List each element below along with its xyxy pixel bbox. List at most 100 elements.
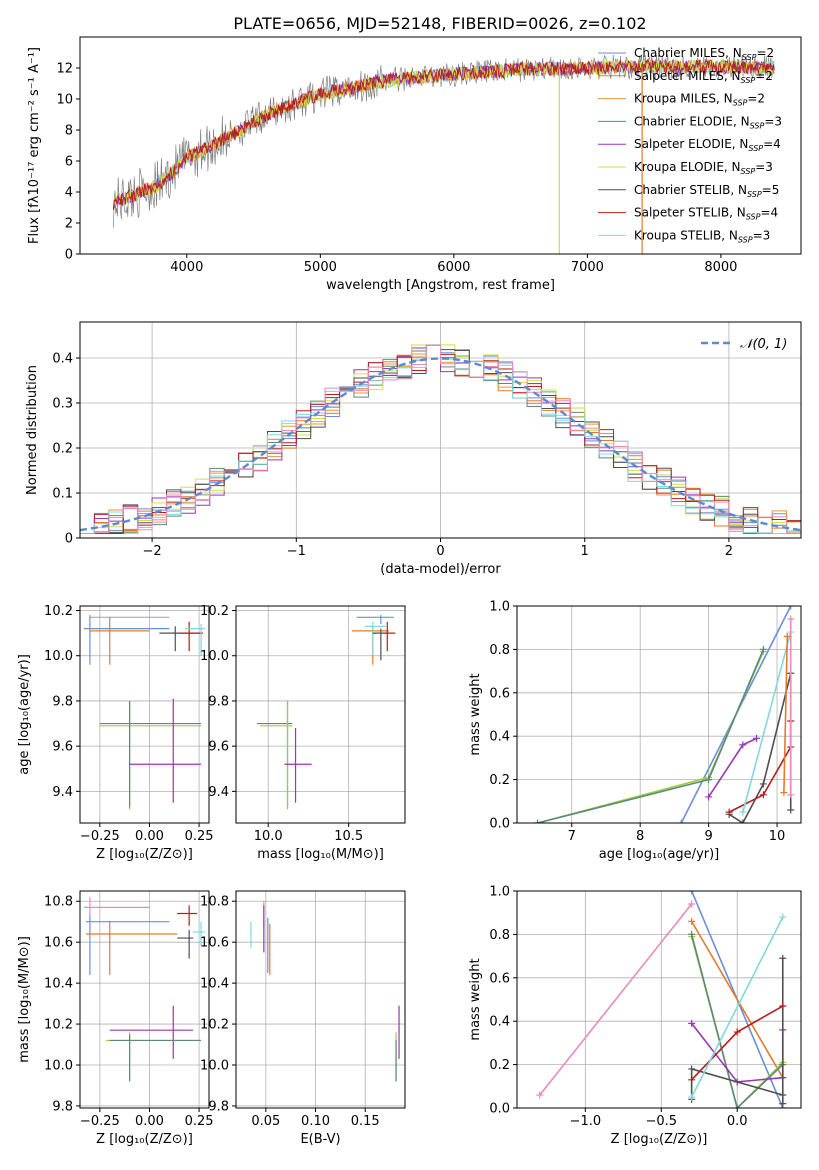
weight-line-kroupa_stelib [742, 631, 792, 813]
y-tick-label: 10.2 [200, 604, 229, 619]
axes-frame [235, 890, 406, 1109]
y-tick-label: 0.0 [489, 817, 510, 832]
axes-frame [79, 36, 802, 255]
y-tick-label: 0.4 [489, 1015, 510, 1030]
y-axis-label: Normed distribution [25, 365, 40, 495]
legend-entry-normal: 𝒩(0, 1) [740, 337, 787, 352]
weight-line-salpeter_stelib [728, 721, 792, 813]
x-tick-label: 6000 [437, 260, 470, 275]
weight-marker-chabrier_elodie [705, 776, 713, 784]
x-tick-label: −2 [143, 544, 162, 559]
y-tick-label: 6 [65, 155, 73, 170]
legend-entry-chabrier_stelib: Chabrier STELIB, NSSP=5 [634, 183, 779, 199]
x-tick-label: 0.05 [251, 1114, 280, 1129]
chart-age_vs_mass: 10.0 10.5 9.4 9.6 9.8 10.0 10.2 mass [log₁₀(M/M… [200, 604, 406, 862]
plot-layer [83, 615, 206, 810]
plot-layer [534, 606, 795, 823]
legend-entry-kroupa_miles: Kroupa MILES, NSSP=2 [634, 92, 765, 108]
y-tick-label: 0 [65, 248, 73, 263]
x-tick-label: 0.25 [185, 1114, 214, 1129]
y-tick-label: 0.8 [489, 643, 510, 658]
weight-marker-kroupa_stelib [739, 808, 747, 816]
weight-marker-chabrier_miles [688, 891, 696, 895]
weight-marker-chabrier_stelib [779, 1091, 787, 1099]
chart-mass_vs_ebv: 0.05 0.10 0.15 9.8 10.0 10.2 10.4 10.6 10.8 E(B-V… [200, 890, 406, 1147]
histogram-pink [80, 344, 801, 534]
weight-marker-kroupa_stelib [688, 1093, 696, 1101]
y-tick-label: 9.8 [52, 1099, 73, 1114]
weight-marker-salpeter_stelib [725, 808, 733, 816]
weight-line-kroupa_stelib [690, 916, 784, 1098]
weight-marker-pink [787, 615, 795, 623]
y-tick-label: 9.6 [208, 740, 229, 755]
axes-frame [235, 605, 406, 824]
weight-marker-salpeter_miles [688, 917, 696, 925]
y-tick-label: 8 [65, 124, 73, 139]
x-tick-label: 0.00 [135, 1114, 164, 1129]
plot-area: 4000 5000 6000 7000 8000024681012wavelength … [17, 36, 802, 1147]
weight-marker-salpeter_miles [783, 632, 791, 640]
y-tick-label: 10.6 [44, 936, 73, 951]
x-tick-label: 10.5 [334, 829, 363, 844]
weight-marker-pink [688, 900, 696, 908]
plot-layer [250, 901, 400, 1082]
x-tick-label: 0.15 [351, 1114, 380, 1129]
plot-layer [83, 897, 206, 1082]
weight-marker-chabrier_stelib [787, 806, 795, 814]
plot-layer [256, 615, 396, 810]
x-axis-label: age [log₁₀(age/yr)] [599, 847, 720, 862]
chart-spectrum: 4000 5000 6000 7000 8000 0 2 4 6 8 10 12 wavelength … [27, 36, 802, 293]
plot-layer [536, 891, 787, 1108]
weight-marker-salpeter_elodie [753, 734, 761, 742]
y-tick-label: 10.4 [200, 977, 229, 992]
weight-line-salpeter_miles [690, 920, 784, 1079]
weight-marker-chabrier_elodie [733, 1104, 741, 1108]
y-tick-label: 10.2 [200, 1018, 229, 1033]
y-tick-label: 0.8 [489, 928, 510, 943]
weight-line-pink [539, 903, 693, 1096]
chart-weight_vs_Z: −1.0 −0.5 0.0 0.0 0.2 0.4 0.6 0.8 1.0 Z [log₁₀(Z/… [468, 885, 802, 1147]
weight-marker-pink [787, 791, 795, 799]
y-tick-label: 9.8 [52, 694, 73, 709]
weight-marker-salpeter_stelib [688, 1076, 696, 1084]
x-tick-label: 8 [636, 829, 644, 844]
x-tick-label: −0.5 [645, 1114, 677, 1129]
y-tick-label: 10.2 [44, 604, 73, 619]
chart-weight_vs_age: 7 8 9 10 0.0 0.2 0.4 0.6 0.8 1.0 age [log₁₀(age/yr… [468, 600, 802, 862]
x-axis-label: Z [log₁₀(Z/Z⊙)] [96, 1132, 193, 1147]
x-tick-label: 0.10 [301, 1114, 330, 1129]
y-tick-label: 0.6 [489, 686, 510, 701]
model-spectrum-salpeter_stelib [112, 59, 775, 210]
legend-entry-chabrier_elodie: Chabrier ELODIE, NSSP=3 [634, 114, 782, 130]
x-axis-label: Z [log₁₀(Z/Z⊙)] [96, 847, 193, 862]
weight-marker-salpeter_elodie [739, 741, 747, 749]
y-axis-label: age [log₁₀(age/yr)] [17, 654, 32, 775]
y-tick-label: 9.4 [208, 785, 229, 800]
figure-title: PLATE=0656, MJD=52148, FIBERID=0026, z=0… [233, 14, 646, 33]
y-tick-label: 0.4 [489, 730, 510, 745]
weight-marker-chabrier_stelib [779, 1100, 787, 1108]
y-tick-label: 12 [56, 62, 73, 77]
weight-marker-salpeter_miles [780, 789, 788, 797]
y-tick-label: 10.8 [44, 895, 73, 910]
x-tick-label: 0.25 [185, 829, 214, 844]
x-tick-label: 2 [725, 544, 733, 559]
x-axis-label: (data-model)/error [380, 562, 501, 577]
y-tick-label: 0 [65, 532, 73, 547]
y-tick-label: 0.6 [489, 971, 510, 986]
y-tick-label: 9.8 [208, 694, 229, 709]
y-tick-label: 0.2 [52, 442, 73, 457]
weight-line-salpeter_miles [783, 636, 789, 793]
weight-marker-salpeter_stelib [779, 1002, 787, 1010]
y-tick-label: 9.4 [52, 785, 73, 800]
chart-age_vs_Z: −0.25 0.00 0.25 9.4 9.6 9.8 10.0 10.2 Z [log₁₀(Z… [17, 604, 214, 862]
legend-entry-kroupa_stelib: Kroupa STELIB, NSSP=3 [634, 228, 770, 244]
x-tick-label: 10 [769, 829, 786, 844]
legend-entry-kroupa_elodie: Kroupa ELODIE, NSSP=3 [634, 160, 773, 176]
y-axis-label: mass weight [468, 673, 483, 755]
x-tick-label: 0 [436, 544, 444, 559]
x-tick-label: 5000 [304, 260, 337, 275]
x-axis-label: Z [log₁₀(Z/Z⊙)] [611, 1132, 708, 1147]
weight-marker-chabrier_miles [787, 606, 795, 610]
weight-marker-chabrier_stelib [759, 780, 767, 788]
